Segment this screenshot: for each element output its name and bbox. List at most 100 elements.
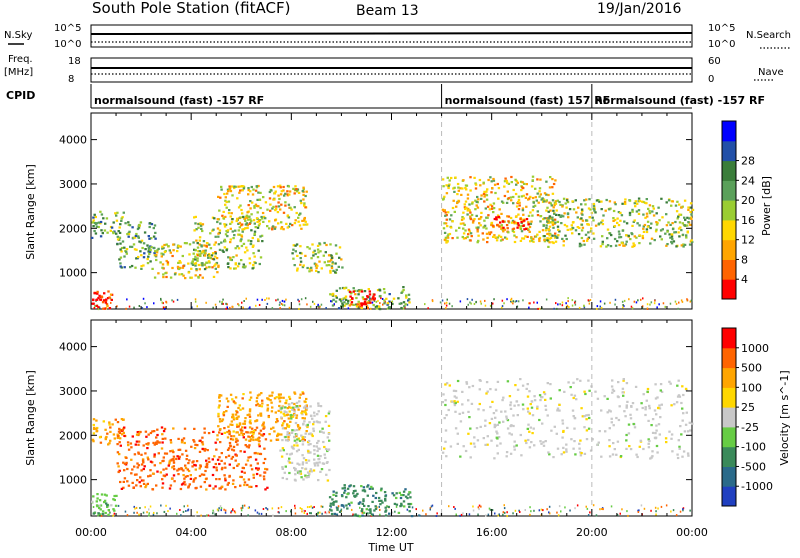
echo-cell xyxy=(290,452,293,455)
echo-cell xyxy=(273,397,277,400)
echo-cell xyxy=(665,201,668,204)
echo-cell xyxy=(153,252,156,255)
echo-cell xyxy=(123,462,127,465)
echo-cell xyxy=(332,493,335,496)
echo-dot xyxy=(285,510,287,513)
echo-cell xyxy=(241,212,244,215)
echo-dot xyxy=(361,511,364,514)
echo-cell xyxy=(168,249,171,252)
echo-dot xyxy=(567,300,569,303)
echo-dot xyxy=(256,298,259,301)
echo-cell xyxy=(287,436,290,439)
echo-cell xyxy=(330,266,334,270)
echo-cell xyxy=(476,439,480,442)
echo-cell xyxy=(453,395,456,398)
echo-dot xyxy=(556,307,558,310)
echo-cell xyxy=(206,449,209,452)
echo-cell xyxy=(670,240,673,244)
echo-cell xyxy=(311,243,314,246)
echo-cell xyxy=(341,305,344,308)
echo-cell xyxy=(660,390,664,393)
echo-cell xyxy=(529,403,532,406)
echo-cell xyxy=(251,245,255,248)
echo-cell xyxy=(149,460,153,463)
echo-cell xyxy=(318,421,321,424)
echo-cell xyxy=(633,202,636,205)
echo-cell xyxy=(99,222,102,225)
echo-cell xyxy=(186,475,189,478)
echo-cell xyxy=(519,226,522,229)
echo-cell xyxy=(677,394,681,397)
echo-cell xyxy=(379,489,383,492)
echo-cell xyxy=(685,389,688,392)
echo-cell xyxy=(126,467,129,471)
echo-cell xyxy=(456,193,459,196)
echo-cell xyxy=(93,229,96,233)
echo-cell xyxy=(193,447,197,450)
echo-cell xyxy=(547,451,550,454)
nsearch-tick-bottom: 10^0 xyxy=(708,39,735,50)
echo-cell xyxy=(497,197,500,200)
echo-cell xyxy=(470,235,473,238)
echo-cell xyxy=(443,195,446,198)
echo-cell xyxy=(262,220,265,223)
echo-cell xyxy=(629,413,632,416)
echo-cell xyxy=(256,437,260,440)
colorbar-tick-label: -1000 xyxy=(741,480,773,493)
echo-cell xyxy=(632,242,635,245)
echo-cell xyxy=(405,296,408,299)
echo-cell xyxy=(144,248,147,251)
echo-cell xyxy=(205,261,208,264)
echo-cell xyxy=(514,221,518,224)
echo-dot xyxy=(254,509,257,512)
echo-dot xyxy=(220,507,223,510)
echo-dot xyxy=(277,298,279,301)
echo-cell xyxy=(309,443,312,446)
echo-cell xyxy=(136,431,139,434)
echo-cell xyxy=(254,189,258,192)
echo-dot xyxy=(241,506,244,509)
echo-cell xyxy=(341,304,345,307)
echo-cell xyxy=(401,290,404,293)
echo-cell xyxy=(483,219,486,222)
echo-cell xyxy=(145,484,148,487)
echo-cell xyxy=(254,451,257,455)
echo-cell xyxy=(250,220,253,223)
echo-cell xyxy=(214,252,217,255)
echo-cell xyxy=(315,263,318,266)
echo-cell xyxy=(360,485,363,488)
echo-cell xyxy=(95,292,98,295)
echo-cell xyxy=(352,290,355,293)
echo-cell xyxy=(516,388,520,391)
echo-cell xyxy=(643,201,647,204)
echo-dot xyxy=(290,510,292,513)
echo-cell xyxy=(592,237,596,240)
echo-dot xyxy=(468,513,471,516)
echo-cell xyxy=(585,418,588,421)
echo-cell xyxy=(597,222,600,225)
colorbar-tick-label: 4 xyxy=(741,273,748,286)
echo-cell xyxy=(176,250,179,253)
echo-cell xyxy=(101,512,104,516)
echo-dot xyxy=(182,510,185,513)
echo-cell xyxy=(468,230,471,233)
echo-cell xyxy=(408,298,411,301)
echo-cell xyxy=(202,240,206,243)
echo-cell xyxy=(530,441,533,444)
echo-dot xyxy=(156,512,158,515)
echo-cell xyxy=(474,199,477,202)
echo-cell xyxy=(184,449,188,452)
echo-cell xyxy=(402,500,406,503)
echo-cell xyxy=(613,201,616,204)
echo-cell xyxy=(311,434,314,438)
echo-cell xyxy=(623,410,626,413)
echo-cell xyxy=(400,306,403,310)
echo-dot xyxy=(616,514,619,516)
echo-cell xyxy=(281,424,284,427)
echo-cell xyxy=(263,478,266,481)
echo-cell xyxy=(177,437,180,440)
echo-dot xyxy=(489,304,492,307)
echo-dot xyxy=(650,509,652,512)
echo-cell xyxy=(581,209,584,213)
echo-cell xyxy=(288,471,291,475)
